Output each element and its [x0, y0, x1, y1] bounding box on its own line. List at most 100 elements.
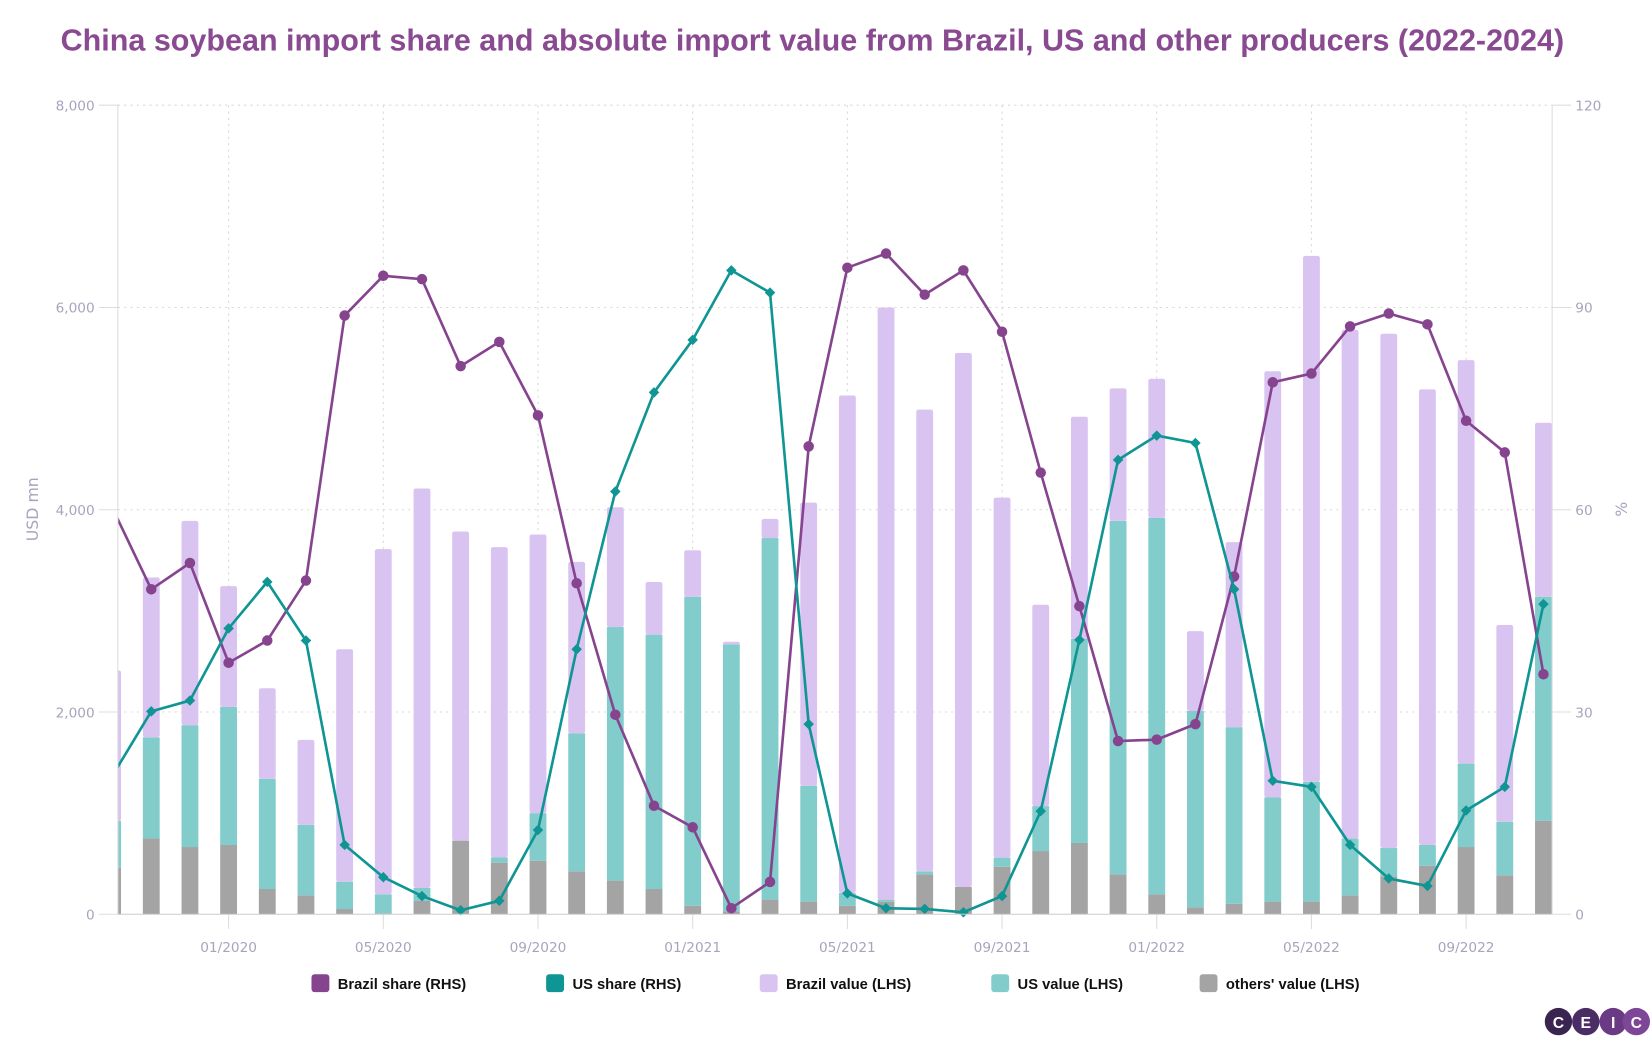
- us-value-bar: [568, 733, 586, 872]
- brazil-share-line: [117, 252, 1545, 910]
- brazil-share-point: [610, 709, 621, 720]
- brazil-value-bar: [916, 409, 934, 872]
- others-value-bar: [1496, 875, 1514, 915]
- others-value-bar: [529, 860, 547, 915]
- us-value-bar: [258, 778, 276, 889]
- brazil-value-bar: [800, 502, 818, 786]
- svg-text:C: C: [1631, 1015, 1642, 1032]
- gridlines: [117, 104, 1553, 915]
- others-value-bar: [452, 840, 470, 915]
- us-value-bar: [722, 644, 740, 912]
- brazil-value-bar: [645, 582, 663, 635]
- us-share-point: [494, 895, 505, 907]
- legend-swatch: [991, 974, 1010, 993]
- legend-label: US share (RHS): [572, 977, 681, 993]
- us-share-point: [107, 770, 118, 781]
- us-share-point: [1538, 598, 1549, 610]
- us-value-bar: [645, 634, 663, 889]
- brazil-value-bar: [1419, 389, 1436, 846]
- brazil-value-bar: [220, 586, 238, 707]
- brazil-share-point: [1306, 368, 1317, 379]
- svg-text:C: C: [1553, 1015, 1564, 1032]
- us-value-bar: [916, 871, 934, 875]
- brazil-share-point: [919, 289, 930, 300]
- brazil-share-point: [1344, 321, 1356, 332]
- brazil-share-point: [223, 657, 234, 669]
- brazil-value-bar: [142, 577, 160, 738]
- x-tick-label: 05/2020: [355, 940, 412, 956]
- brazil-value-bar: [993, 497, 1011, 858]
- others-value-bar: [117, 867, 122, 915]
- others-value-bar: [1341, 895, 1359, 915]
- y-tick-label-left: 6,000: [56, 301, 95, 317]
- us-share-point: [1151, 430, 1162, 441]
- others-value-bar: [761, 899, 779, 915]
- others-value-bar: [800, 901, 818, 915]
- others-value-bar: [1303, 901, 1320, 915]
- brazil-share-point: [378, 270, 389, 282]
- brazil-value-bar: [1380, 333, 1398, 849]
- us-share-point: [880, 902, 892, 914]
- brazil-share-point: [687, 822, 698, 833]
- us-share-point: [532, 824, 544, 836]
- others-value-bar: [1070, 842, 1088, 915]
- us-value-bar: [1380, 848, 1398, 877]
- chart-title: China soybean import share and absolute …: [61, 24, 1564, 58]
- us-share-point: [571, 644, 582, 655]
- brazil-share-point: [648, 800, 660, 811]
- brazil-value-bar: [877, 307, 895, 900]
- legend: Brazil share (RHS) US share (RHS) Brazil v…: [311, 974, 1360, 993]
- us-share-point: [764, 287, 776, 298]
- y-tick-label-right: 30: [1575, 705, 1592, 721]
- us-value-bar: [684, 596, 702, 906]
- y-tick-label-left: 4,000: [56, 503, 95, 519]
- brazil-share-point: [1035, 467, 1046, 478]
- us-value-bar: [993, 857, 1011, 867]
- brazil-share-point: [842, 262, 853, 273]
- y-tick-label-left: 2,000: [56, 705, 95, 721]
- ceic-logo: C E I C: [1544, 1007, 1650, 1036]
- brazil-value-bar: [258, 688, 276, 779]
- brazil-share-point: [184, 557, 196, 569]
- us-value-bar: [800, 785, 818, 902]
- legend-label: Brazil share (RHS): [338, 977, 467, 993]
- brazil-share-point: [726, 902, 737, 914]
- us-value-bar: [374, 894, 392, 914]
- legend-label: Brazil value (LHS): [786, 977, 911, 993]
- others-value-bar: [413, 900, 431, 915]
- x-tick-label: 01/2020: [200, 940, 257, 956]
- others-value-bar: [336, 909, 354, 915]
- us-value-bar: [1186, 711, 1204, 908]
- us-value-bar: [1496, 821, 1514, 876]
- brazil-share-point: [571, 577, 582, 589]
- brazil-share-point: [1460, 415, 1472, 427]
- brazil-value-bar: [529, 534, 547, 814]
- us-share-point: [184, 695, 196, 706]
- us-value-bar: [1109, 520, 1127, 875]
- legend-item: US share (RHS): [546, 974, 681, 993]
- brazil-value-bar: [722, 641, 740, 645]
- x-tick-label: 09/2020: [510, 940, 567, 956]
- brazil-share-point: [996, 326, 1008, 338]
- brazil-value-bar: [606, 507, 624, 628]
- us-value-bar: [297, 824, 315, 896]
- us-share-point: [1074, 634, 1085, 646]
- brazil-share-point: [1383, 308, 1395, 319]
- brazil-share-point: [262, 635, 273, 646]
- us-share-point: [378, 871, 389, 883]
- brazil-value-bar: [1264, 371, 1282, 798]
- brazil-share-point: [1267, 377, 1279, 388]
- x-tick-label: 01/2021: [664, 940, 721, 956]
- y-axis-left-label: USD mn: [23, 477, 42, 541]
- others-value-bar: [916, 874, 934, 915]
- brazil-share-point: [1538, 668, 1549, 680]
- y-tick-label-right: 0: [1575, 908, 1584, 924]
- legend-swatch: [311, 974, 330, 993]
- us-value-bar: [606, 627, 624, 881]
- brazil-share-point: [494, 336, 505, 348]
- legend-label: others' value (LHS): [1226, 977, 1360, 993]
- brazil-share-point: [1074, 600, 1085, 612]
- legend-swatch: [546, 974, 565, 993]
- y-axis-right-label: %: [1612, 502, 1631, 517]
